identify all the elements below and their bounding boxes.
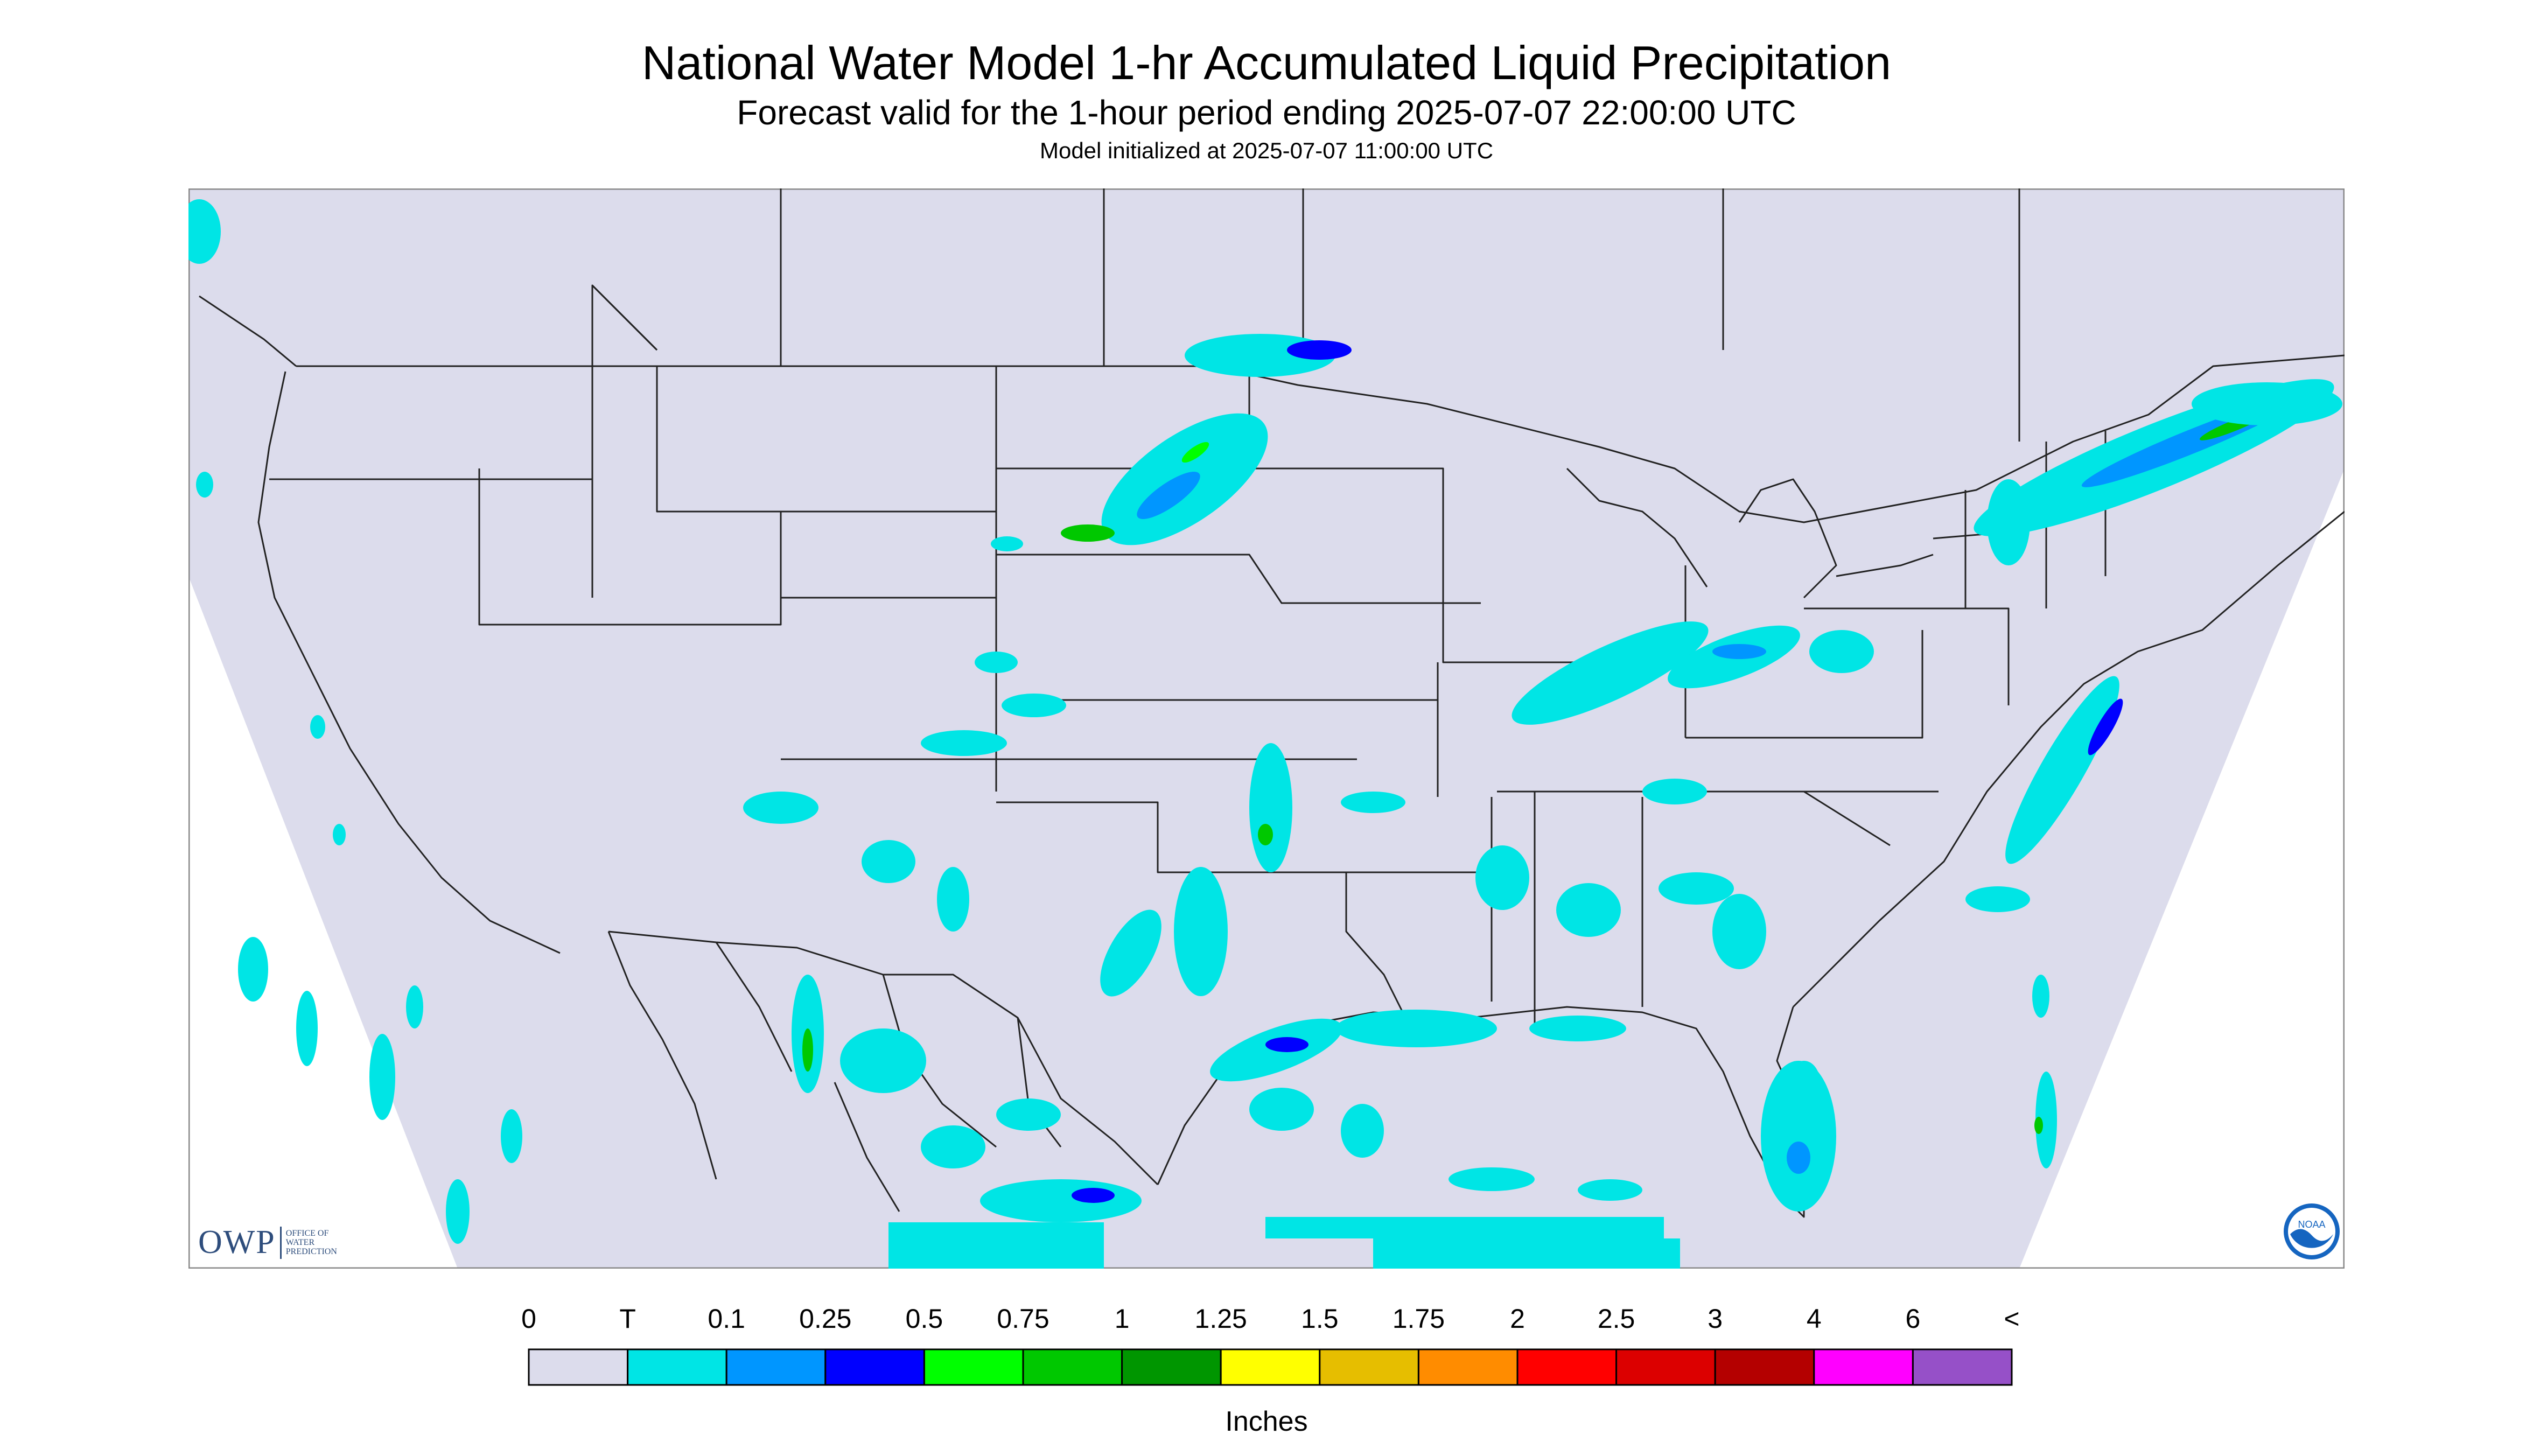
colorbar-tick-label: 4 bbox=[1806, 1304, 1822, 1334]
colorbar-swatch bbox=[725, 1348, 827, 1386]
precipitation-fields bbox=[188, 199, 2342, 1269]
colorbar-tick-label: 2.5 bbox=[1597, 1304, 1635, 1334]
noaa-logo-icon: NOAA bbox=[2284, 1203, 2340, 1259]
owp-logo-divider bbox=[279, 1226, 282, 1259]
colorbar-units-label: Inches bbox=[1225, 1406, 1308, 1437]
gulf-offshore-field bbox=[888, 1167, 1680, 1269]
canada-province-lines bbox=[591, 188, 2020, 442]
colorbar-swatch bbox=[1121, 1348, 1222, 1386]
colorbar-tick-label: 1.25 bbox=[1194, 1304, 1247, 1334]
colorbar-swatch bbox=[1417, 1348, 1519, 1386]
north-dakota-minnesota-band bbox=[1061, 334, 1352, 545]
colorbar-tick-label: 0 bbox=[521, 1304, 536, 1334]
texas-louisiana-gulf-coast bbox=[1210, 1010, 1626, 1158]
colorbar-swatch bbox=[824, 1348, 925, 1386]
owp-logo-text-line: OFFICE OF bbox=[285, 1229, 329, 1238]
east-coastline bbox=[1792, 510, 2345, 1008]
colorbar-tick-label: 1 bbox=[1114, 1304, 1130, 1334]
map-frame bbox=[188, 188, 2345, 1269]
colorbar-swatch bbox=[1022, 1348, 1123, 1386]
political-boundaries bbox=[199, 188, 2345, 1218]
plains-state-lines bbox=[996, 365, 1685, 797]
colorbar-swatch bbox=[1714, 1348, 1815, 1386]
colorbar-tick-label: 0.5 bbox=[905, 1304, 943, 1334]
colorbar-swatch bbox=[923, 1348, 1024, 1386]
colorbar-tick-label: 0.1 bbox=[708, 1304, 745, 1334]
owp-logo-text-line: PREDICTION bbox=[285, 1247, 337, 1256]
west-coastline bbox=[257, 371, 561, 954]
colorbar-tick-label: 0.75 bbox=[997, 1304, 1049, 1334]
colorbar-tick-label: 6 bbox=[1905, 1304, 1921, 1334]
us-mexico-border bbox=[608, 930, 1159, 1186]
colorbar-swatch bbox=[528, 1348, 629, 1386]
owp-logo-text: OFFICE OF WATER PREDICTION bbox=[286, 1229, 337, 1256]
model-init-text: Model initialized at 2025-07-07 11:00:00… bbox=[1039, 138, 1494, 163]
forecast-valid-subtitle: Forecast valid for the 1-hour period end… bbox=[737, 93, 1796, 132]
colorbar-tick-label: 2 bbox=[1510, 1304, 1525, 1334]
precipitation-map bbox=[188, 188, 2345, 1269]
colorbar-tick-label: 1.5 bbox=[1301, 1304, 1339, 1334]
colorbar-swatch bbox=[1615, 1348, 1716, 1386]
owp-logo: OWP OFFICE OF WATER PREDICTION bbox=[198, 1223, 337, 1262]
mexico-sierra-madre bbox=[792, 975, 1142, 1222]
us-canada-border bbox=[296, 354, 2345, 523]
map-title: National Water Model 1-hr Accumulated Li… bbox=[641, 36, 1892, 89]
great-lakes-shores bbox=[1566, 467, 2020, 599]
colorbar-tick-label: 3 bbox=[1708, 1304, 1723, 1334]
colorbar-swatch bbox=[1813, 1348, 1914, 1386]
pacific-offshore-field bbox=[188, 199, 522, 1244]
noaa-logo-text: NOAA bbox=[2298, 1219, 2325, 1230]
colorbar-swatch bbox=[627, 1348, 727, 1386]
colorbar-swatch bbox=[1912, 1348, 2013, 1386]
colorbar-tick-label: < bbox=[2004, 1304, 2020, 1334]
map-domain bbox=[188, 188, 2345, 1269]
colorbar-tick-label: 1.75 bbox=[1392, 1304, 1445, 1334]
precip-colorbar bbox=[528, 1348, 2013, 1386]
colorbar-swatch bbox=[1516, 1348, 1618, 1386]
colorbar-tick-label: 0.25 bbox=[799, 1304, 852, 1334]
colorado-plains-patches bbox=[743, 536, 1066, 932]
colorbar-swatch bbox=[1220, 1348, 1321, 1386]
ohio-valley-band bbox=[1512, 621, 1874, 804]
atlantic-offshore-band bbox=[1965, 676, 2123, 1168]
vancouver-island bbox=[199, 295, 297, 367]
owp-logo-mark: OWP bbox=[198, 1224, 276, 1261]
pacific-nw-state-lines bbox=[269, 284, 782, 626]
southern-plains-convection bbox=[1100, 743, 1734, 997]
owp-logo-text-line: WATER bbox=[285, 1238, 315, 1247]
mexico-state-lines bbox=[715, 942, 1062, 1212]
colorbar-swatch bbox=[1319, 1348, 1419, 1386]
northeast-band bbox=[1974, 379, 2342, 565]
florida-peninsula bbox=[1712, 894, 1836, 1212]
baja-peninsula bbox=[607, 931, 717, 1180]
colorbar-tick-label: T bbox=[619, 1304, 636, 1334]
